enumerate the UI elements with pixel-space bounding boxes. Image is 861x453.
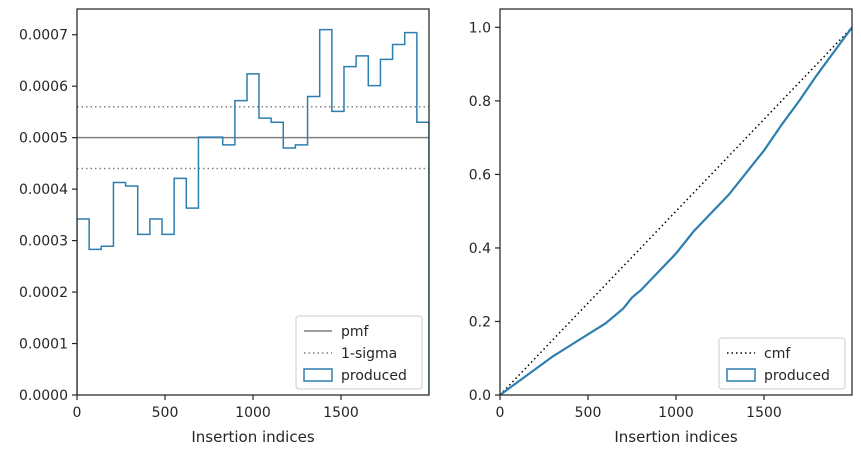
y-tick-label: 0.0006 <box>19 79 68 95</box>
chart-right-cumulative: 0.0 0.2 0.4 0.6 0.8 1.0 0 500 1000 1500 Insertio… <box>469 8 853 446</box>
series-cmf-line <box>500 26 852 395</box>
legend-label: produced <box>341 368 407 384</box>
right-y-ticks: 0.0 0.2 0.4 0.6 0.8 1.0 <box>469 20 500 404</box>
x-tick-label: 0 <box>496 405 505 421</box>
right-plot-area <box>500 26 852 395</box>
y-tick-label: 0.0003 <box>19 234 68 250</box>
left-x-axis-label: Insertion indices <box>191 428 314 446</box>
legend-label: produced <box>764 368 830 384</box>
legend-frame <box>718 337 846 390</box>
y-tick-label: 0.0000 <box>19 388 68 404</box>
legend-label: cmf <box>764 346 791 362</box>
y-tick-label: 0.8 <box>469 94 491 110</box>
series-produced-line <box>500 26 852 395</box>
legend-label: pmf <box>341 324 370 340</box>
left-legend: pmf 1-sigma produced <box>295 315 423 390</box>
x-tick-label: 1500 <box>323 405 359 421</box>
left-y-ticks: 0.0000 0.0001 0.0002 0.0003 0.0004 0.0005 0.00… <box>19 28 77 404</box>
x-tick-label: 500 <box>575 405 602 421</box>
left-plot-area <box>77 28 429 395</box>
chart-left-histogram: 0.0000 0.0001 0.0002 0.0003 0.0004 0.0005 0.00… <box>19 8 430 446</box>
series-produced-step <box>77 28 429 395</box>
right-x-ticks: 0 500 1000 1500 <box>496 395 782 421</box>
y-tick-label: 0.0005 <box>19 131 68 147</box>
y-tick-label: 0.0004 <box>19 182 68 198</box>
x-tick-label: 500 <box>152 405 179 421</box>
y-tick-label: 0.2 <box>469 314 491 330</box>
left-axes-frame <box>76 8 430 396</box>
x-tick-label: 1000 <box>235 405 271 421</box>
x-tick-label: 0 <box>73 405 82 421</box>
y-tick-label: 0.0 <box>469 388 491 404</box>
y-tick-label: 0.0002 <box>19 285 68 301</box>
right-legend: cmf produced <box>718 337 846 390</box>
left-x-ticks: 0 500 1000 1500 <box>73 395 359 421</box>
right-axes-frame <box>499 8 853 396</box>
legend-frame <box>295 315 423 390</box>
x-tick-label: 1500 <box>746 405 782 421</box>
right-x-axis-label: Insertion indices <box>614 428 737 446</box>
legend-swatch <box>726 368 756 382</box>
y-tick-label: 0.4 <box>469 241 491 257</box>
x-tick-label: 1000 <box>658 405 694 421</box>
legend-label: 1-sigma <box>341 346 397 362</box>
y-tick-label: 0.0007 <box>19 28 68 44</box>
y-tick-label: 1.0 <box>469 20 491 36</box>
legend-swatch <box>303 368 333 382</box>
y-tick-label: 0.0001 <box>19 337 68 353</box>
y-tick-label: 0.6 <box>469 167 491 183</box>
